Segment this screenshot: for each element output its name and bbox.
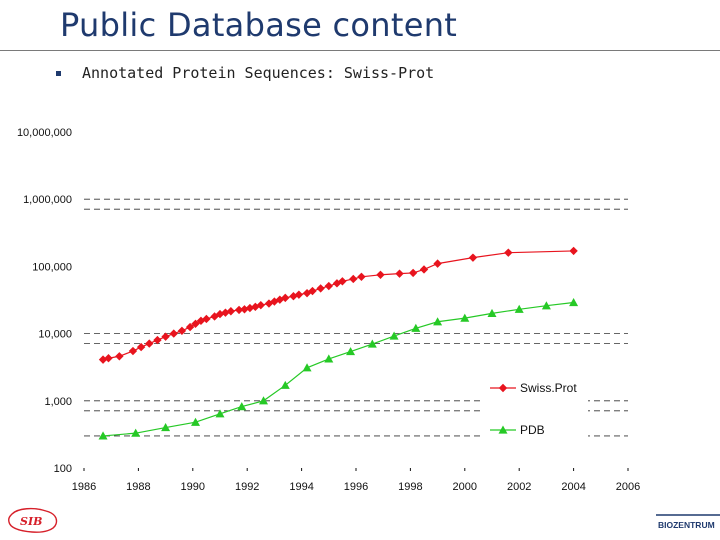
swissprot-point <box>185 322 195 332</box>
y-tick-label: 10,000 <box>38 329 72 341</box>
swissprot-point <box>191 319 200 328</box>
biozentrum-logo: BIOZENTRUM <box>656 514 720 530</box>
pdb-point <box>98 431 108 440</box>
pdb-point <box>514 304 524 313</box>
x-tick-label: 1992 <box>235 481 259 493</box>
swissprot-point <box>419 265 429 274</box>
swissprot-point <box>281 293 290 303</box>
pdb-point <box>433 317 443 326</box>
legend-marker <box>498 383 508 393</box>
x-tick-label: 1996 <box>344 481 368 493</box>
x-tick-label: 2000 <box>453 481 477 493</box>
pdb-point <box>302 363 312 372</box>
swissprot-point <box>324 281 333 291</box>
x-tick-label: 1994 <box>289 481 313 493</box>
pdb-point <box>346 347 356 356</box>
swissprot-point <box>569 246 578 256</box>
swissprot-point <box>161 332 170 341</box>
pdb-point <box>324 354 334 363</box>
pdb-point <box>191 417 201 426</box>
slide-title: Public Database content <box>60 6 458 44</box>
title-divider <box>0 50 720 51</box>
swissprot-point <box>376 270 385 279</box>
legend-label: Swiss.Prot <box>520 381 577 395</box>
swissprot-point <box>104 354 113 363</box>
swissprot-point <box>308 286 317 296</box>
swissprot-point <box>153 335 162 345</box>
x-tick-label: 2002 <box>507 481 531 493</box>
x-tick-label: 1988 <box>126 481 150 493</box>
pdb-point <box>215 409 225 418</box>
x-tick-label: 2006 <box>616 481 640 493</box>
sib-logo-text: SIB <box>20 515 42 528</box>
x-tick-label: 1986 <box>72 481 96 493</box>
sib-logo: SIB <box>8 507 58 533</box>
pdb-point <box>541 301 551 310</box>
swissprot-point <box>145 339 154 348</box>
swissprot-point <box>202 314 211 324</box>
swissprot-point <box>349 274 358 284</box>
swissprot-point <box>128 346 138 356</box>
legend-box <box>482 374 588 446</box>
bullet-text: Annotated Protein Sequences: Swiss-Prot <box>82 64 435 82</box>
swissprot-point <box>177 326 187 336</box>
swissprot-point <box>504 248 513 257</box>
x-tick-label: 1998 <box>398 481 422 493</box>
swissprot-point <box>316 284 325 293</box>
swissprot-point <box>357 272 366 282</box>
swissprot-point <box>169 329 178 338</box>
biozentrum-logo-text: BIOZENTRUM <box>658 520 715 530</box>
swissprot-point <box>294 290 304 299</box>
y-tick-label: 100,000 <box>32 261 72 273</box>
pdb-point <box>280 380 290 389</box>
swissprot-point <box>245 303 255 313</box>
legend-label: PDB <box>520 423 545 437</box>
swissprot-point <box>226 307 236 316</box>
swissprot-point <box>234 305 244 315</box>
y-tick-label: 1,000 <box>44 396 72 408</box>
swissprot-point <box>215 309 225 319</box>
pdb-point <box>259 396 269 405</box>
pdb-point <box>131 428 141 437</box>
pdb-point <box>161 423 171 432</box>
swissprot-point <box>408 268 418 278</box>
pdb-point <box>411 323 421 332</box>
y-tick-label: 10,000,000 <box>17 127 72 139</box>
square-bullet-icon <box>56 70 61 76</box>
swissprot-point <box>256 300 265 310</box>
swissprot-point <box>468 253 478 262</box>
x-tick-label: 1990 <box>181 481 205 493</box>
x-tick-label: 2004 <box>561 481 585 493</box>
y-tick-label: 100 <box>54 463 72 475</box>
pdb-point <box>487 308 497 317</box>
swissprot-point <box>338 277 347 286</box>
pdb-point <box>389 331 399 340</box>
bullet-item: Annotated Protein Sequences: Swiss-Prot <box>56 64 434 82</box>
swissprot-point <box>395 269 404 278</box>
series-line-triangle <box>102 301 574 437</box>
pdb-point <box>460 313 470 322</box>
pdb-point <box>569 298 579 307</box>
legend-marker <box>498 425 508 434</box>
swissprot-point <box>115 352 124 361</box>
y-tick-label: 1,000,000 <box>23 194 72 206</box>
swissprot-point <box>221 308 230 317</box>
pdb-point <box>237 402 247 411</box>
pdb-point <box>367 339 377 348</box>
swissprot-point <box>136 342 146 352</box>
swissprot-point <box>433 259 442 268</box>
